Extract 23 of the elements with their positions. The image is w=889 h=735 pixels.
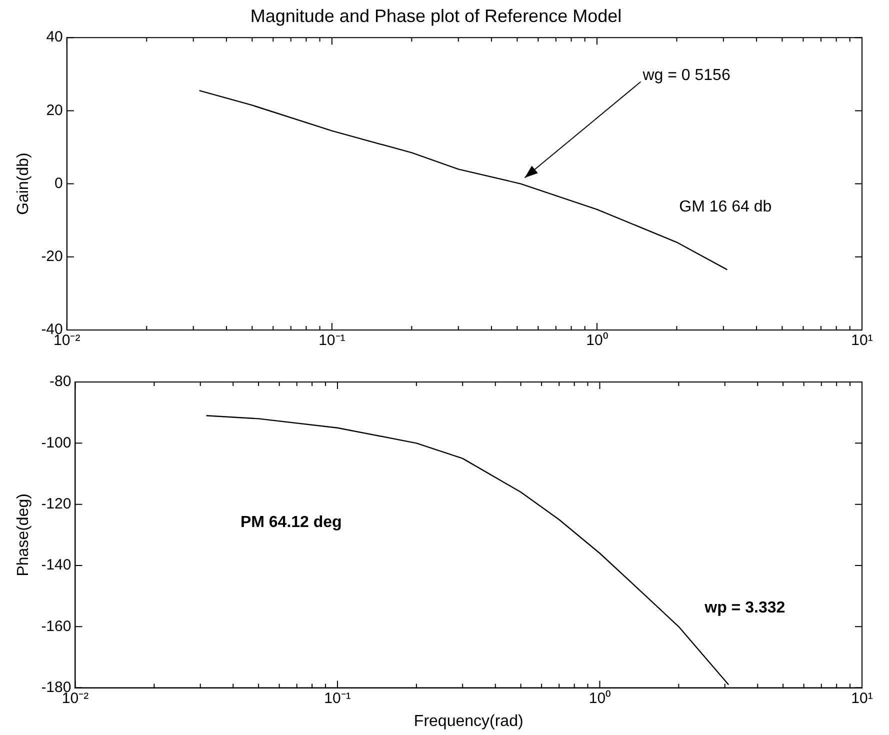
x-tick-label: 10⁰ bbox=[588, 690, 611, 707]
annotation: PM 64.12 deg bbox=[240, 514, 342, 532]
y-axis-title: Gain(db) bbox=[15, 152, 32, 215]
y-tick-label: -120 bbox=[41, 495, 72, 512]
y-tick-label: -160 bbox=[41, 618, 72, 635]
x-axis-title: Frequency(rad) bbox=[414, 712, 524, 730]
y-tick-label: 20 bbox=[46, 102, 63, 119]
x-tick-label: 10¹ bbox=[851, 690, 873, 707]
y-axis-title: Phase(deg) bbox=[15, 494, 32, 576]
x-tick-label: 10⁰ bbox=[586, 332, 608, 350]
chart-title: Magnitude and Phase plot of Reference Model bbox=[250, 6, 622, 26]
annotation: GM 16 64 db bbox=[679, 198, 772, 216]
x-tick-label: 10⁻¹ bbox=[318, 332, 346, 350]
x-tick-label: 10⁻¹ bbox=[324, 690, 351, 707]
annotation: wg = 0 5156 bbox=[642, 67, 730, 84]
y-tick-label: -80 bbox=[50, 373, 72, 390]
y-tick-label: -20 bbox=[41, 248, 63, 266]
annotation: wp = 3.332 bbox=[704, 600, 786, 617]
y-tick-label: -140 bbox=[41, 556, 72, 574]
y-tick-label: 40 bbox=[46, 28, 63, 46]
x-tick-label: 10¹ bbox=[851, 332, 873, 350]
y-tick-label: -100 bbox=[41, 434, 72, 452]
y-tick-label: 0 bbox=[54, 174, 63, 192]
